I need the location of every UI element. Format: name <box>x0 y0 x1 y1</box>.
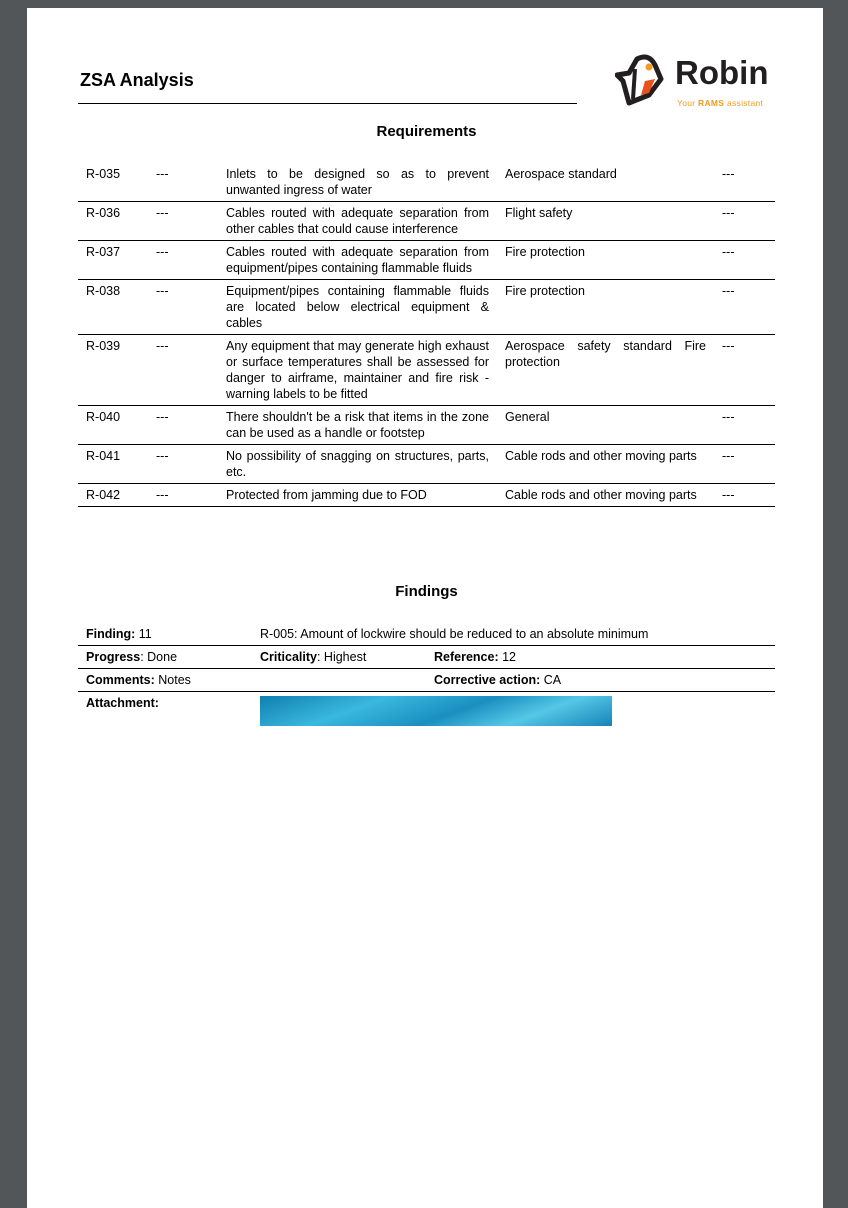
requirement-category: Aerospace safety standard Fire protectio… <box>505 339 706 369</box>
page-title: ZSA Analysis <box>80 70 194 90</box>
finding-text: R-005: Amount of lockwire should be redu… <box>260 627 649 641</box>
requirement-extra: --- <box>722 284 735 298</box>
requirement-id: R-039 <box>86 339 121 353</box>
document-page: ZSA Analysis Robin Your RAMS assistant R… <box>27 8 823 1208</box>
table-row: R-035 --- Inlets to be designed so as to p… <box>78 163 775 202</box>
comments-row: Comments: Notes Corrective action: CA <box>78 669 775 692</box>
requirement-category: Fire protection <box>505 245 585 259</box>
requirement-text: There shouldn't be a risk that items in … <box>226 410 489 440</box>
table-row: R-039 --- Any equipment that may generate … <box>78 335 775 406</box>
logo-name: Robin <box>675 54 769 91</box>
requirement-id: R-036 <box>86 206 121 220</box>
requirement-category: Cable rods and other moving parts <box>505 449 697 463</box>
findings-heading: Findings <box>395 583 458 600</box>
requirement-category: Flight safety <box>505 206 573 220</box>
finding-card: Finding: 11 R-005: Amount of lockwire sh… <box>78 623 775 726</box>
requirement-ref: --- <box>156 339 169 353</box>
attachment-image[interactable] <box>260 696 612 726</box>
requirement-extra: --- <box>722 339 735 353</box>
requirements-heading: Requirements <box>376 123 477 140</box>
table-row: R-042 --- Protected from jamming due to FO… <box>78 484 775 507</box>
requirement-category: Aerospace standard <box>505 167 617 181</box>
requirement-category: Cable rods and other moving parts <box>505 488 697 502</box>
attachment-label: Attachment: <box>86 696 159 710</box>
table-row: R-040 --- There shouldn't be a risk that i… <box>78 406 775 445</box>
requirement-id: R-037 <box>86 245 121 259</box>
requirement-id: R-042 <box>86 488 121 502</box>
requirement-id: R-041 <box>86 449 121 463</box>
requirement-category: General <box>505 410 550 424</box>
requirement-id: R-040 <box>86 410 121 424</box>
requirement-extra: --- <box>722 167 735 181</box>
requirement-text: Cables routed with adequate separation f… <box>226 206 489 236</box>
requirement-text: Any equipment that may generate high exh… <box>226 339 489 401</box>
requirement-ref: --- <box>156 245 169 259</box>
requirement-extra: --- <box>722 410 735 424</box>
requirement-ref: --- <box>156 284 169 298</box>
requirement-id: R-035 <box>86 167 121 181</box>
title-divider <box>78 103 577 104</box>
document-body: Requirements R-035 --- Inlets to be design… <box>78 123 775 726</box>
logo-tagline: Your RAMS assistant <box>677 98 764 108</box>
requirement-text: Equipment/pipes containing flammable flu… <box>226 284 489 330</box>
table-row: R-037 --- Cables routed with adequate sepa… <box>78 241 775 280</box>
requirement-ref: --- <box>156 410 169 424</box>
requirement-text: No possibility of snagging on structures… <box>226 449 489 479</box>
requirement-ref: --- <box>156 488 169 502</box>
finding-row: Finding: 11 R-005: Amount of lockwire sh… <box>78 623 775 646</box>
requirement-text: Inlets to be designed so as to prevent u… <box>226 167 489 197</box>
requirement-ref: --- <box>156 206 169 220</box>
table-row: R-041 --- No possibility of snagging on st… <box>78 445 775 484</box>
requirement-extra: --- <box>722 488 735 502</box>
requirement-ref: --- <box>156 449 169 463</box>
requirement-id: R-038 <box>86 284 121 298</box>
robin-logo: Robin Your RAMS assistant <box>615 51 785 111</box>
progress-row: Progress: Done Criticality: Highest Refe… <box>78 646 775 669</box>
requirement-extra: --- <box>722 206 735 220</box>
requirement-category: Fire protection <box>505 284 585 298</box>
requirement-ref: --- <box>156 167 169 181</box>
requirement-extra: --- <box>722 449 735 463</box>
requirement-extra: --- <box>722 245 735 259</box>
table-row: R-036 --- Cables routed with adequate sepa… <box>78 202 775 241</box>
attachment-row: Attachment: <box>78 692 775 726</box>
requirement-text: Protected from jamming due to FOD <box>226 488 427 502</box>
requirement-text: Cables routed with adequate separation f… <box>226 245 489 275</box>
robin-bird-icon <box>615 54 664 106</box>
table-row: R-038 --- Equipment/pipes containing flamm… <box>78 280 775 335</box>
requirements-table: R-035 --- Inlets to be designed so as to p… <box>78 163 775 507</box>
